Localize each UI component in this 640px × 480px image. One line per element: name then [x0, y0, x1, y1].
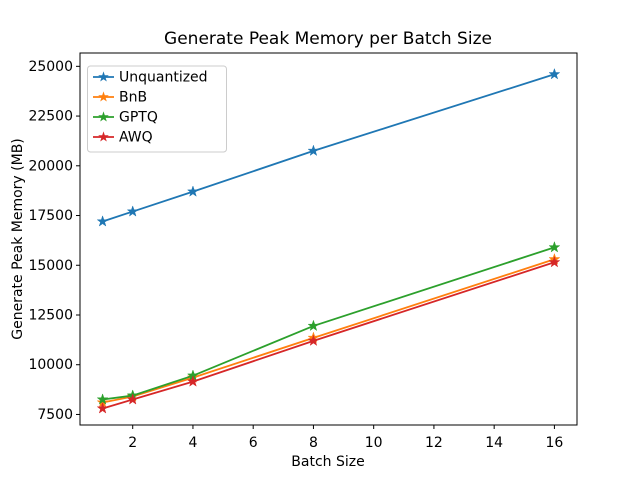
series-marker-unquantized — [96, 215, 109, 227]
x-tick-label: 10 — [365, 435, 383, 451]
series-marker-unquantized — [307, 144, 320, 157]
plot-border — [79, 52, 578, 426]
legend-label-awq: AWQ — [119, 130, 153, 146]
y-tick-label: 20000 — [28, 158, 73, 174]
legend-label-gptq: GPTQ — [119, 110, 158, 126]
y-tick-label: 22500 — [28, 109, 73, 125]
legend-sample-marker-gptq — [98, 111, 109, 122]
series-marker-unquantized — [126, 205, 139, 217]
y-tick-label: 15000 — [28, 258, 73, 274]
series-marker-unquantized — [186, 185, 200, 197]
series-marker-awq — [548, 255, 561, 268]
y-tick-label: 12500 — [28, 307, 73, 323]
y-axis-label: Generate Peak Memory (MB) — [10, 138, 26, 340]
series-marker-awq — [186, 375, 200, 387]
x-axis-label: Batch Size — [291, 454, 364, 470]
y-tick-label: 10000 — [28, 357, 73, 373]
y-tick-label: 25000 — [28, 59, 73, 75]
legend-label-bnb: BnB — [119, 90, 147, 106]
legend-sample-marker-unquantized — [98, 71, 109, 82]
series-marker-gptq — [96, 393, 109, 405]
x-tick-label: 2 — [128, 435, 137, 451]
y-tick-label: 7500 — [37, 407, 73, 423]
x-tick-label: 12 — [425, 435, 443, 451]
series-marker-awq — [96, 402, 109, 414]
series-marker-gptq — [548, 240, 561, 253]
x-tick-label: 4 — [188, 435, 197, 451]
x-tick-label: 14 — [485, 435, 503, 451]
x-tick-label: 8 — [309, 435, 318, 451]
series-marker-gptq — [307, 319, 320, 332]
x-tick-label: 6 — [249, 435, 258, 451]
legend-sample-marker-awq — [98, 131, 109, 142]
legend-label-unquantized: Unquantized — [119, 70, 208, 86]
series-marker-awq — [307, 334, 320, 347]
series-marker-unquantized — [548, 67, 561, 80]
x-tick-label: 16 — [545, 435, 563, 451]
chart-title: Generate Peak Memory per Batch Size — [164, 29, 492, 49]
legend-box — [87, 65, 227, 153]
legend-sample-marker-bnb — [98, 91, 109, 102]
y-tick-label: 17500 — [28, 208, 73, 224]
series-marker-awq — [126, 393, 139, 405]
